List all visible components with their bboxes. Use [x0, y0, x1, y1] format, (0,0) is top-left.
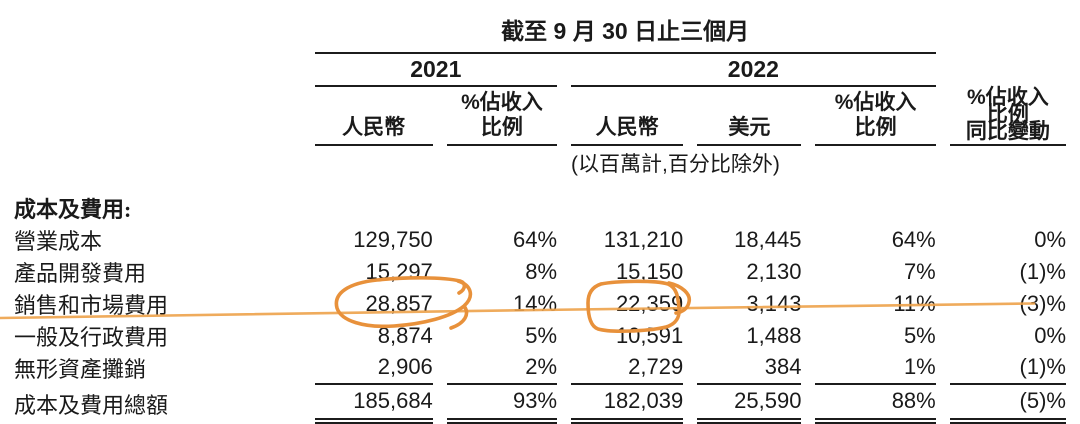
table-row-sales-marketing: 銷售和市場費用 28,857 14% 22,359 3,143 11% (3)%	[14, 288, 1066, 320]
row-label: 產品開發費用	[14, 260, 147, 286]
cell-pct-2021: 64%	[512, 226, 558, 252]
period-title: 截至 9 月 30 日止三個月	[314, 0, 936, 54]
cell-rmb-2021: 185,684	[314, 385, 433, 424]
row-label: 銷售和市場費用	[14, 292, 169, 318]
cell-rmb-2022: 15,150	[615, 258, 684, 284]
header-label: 比例	[480, 116, 523, 140]
cell-yoy: 0%	[1034, 226, 1066, 252]
header-rmb-2021: 人民幣	[314, 87, 433, 146]
cell-pct-2021: 2%	[446, 352, 558, 385]
cell-rmb-2022: 131,210	[603, 226, 684, 252]
cell-pct-2022: 7%	[903, 258, 936, 284]
period-title-row: 截至 9 月 30 日止三個月	[14, 0, 1066, 54]
cell-rmb-2022: 2,729	[571, 352, 684, 385]
cell-usd-2022: 3,143	[746, 290, 802, 316]
cell-rmb-2022: 182,039	[571, 385, 684, 424]
cell-pct-2022: 88%	[815, 385, 936, 424]
header-label: 人民幣	[595, 116, 659, 140]
cell-usd-2022: 25,590	[697, 385, 802, 424]
column-header-row: 人民幣 %佔收入 比例 人民幣 美元 %佔收入 比例 %佔收入 比例 同比變動	[14, 87, 1066, 146]
header-yoy-change: %佔收入 比例 同比變動	[949, 86, 1066, 146]
header-label: %佔收入	[461, 91, 543, 115]
header-pct-2022: %佔收入 比例	[815, 87, 936, 146]
cell-usd-2022: 1,488	[746, 322, 802, 348]
section-label: 成本及費用:	[14, 196, 132, 222]
cell-pct-2021: 5%	[525, 322, 558, 348]
cell-pct-2021: 8%	[525, 258, 558, 284]
cell-pct-2021: 14%	[512, 290, 558, 316]
cell-pct-2022: 5%	[903, 322, 936, 348]
table-row-product-dev: 產品開發費用 15,297 8% 15,150 2,130 7% (1)%	[14, 256, 1066, 288]
cell-rmb-2021: 129,750	[353, 226, 433, 252]
cell-pct-2021: 93%	[446, 385, 558, 424]
row-label: 成本及費用總額	[14, 393, 169, 419]
cell-yoy: (1)%	[949, 352, 1066, 385]
year-2022: 2022	[571, 54, 936, 87]
cell-usd-2022: 2,130	[746, 258, 802, 284]
cell-rmb-2021: 28,857	[365, 290, 433, 316]
cell-yoy: (5)%	[949, 385, 1066, 424]
cell-pct-2022: 11%	[893, 290, 936, 316]
header-label: 同比變動	[965, 120, 1050, 144]
row-label: 營業成本	[14, 228, 103, 254]
cell-rmb-2021: 15,297	[365, 258, 433, 284]
table-row-general-admin: 一般及行政費用 8,874 5% 10,591 1,488 5% 0%	[14, 320, 1066, 352]
cell-yoy: (1)%	[1019, 258, 1066, 284]
header-label: %佔收入	[967, 86, 1049, 109]
header-label: 比例	[854, 116, 897, 140]
header-usd-2022: 美元	[697, 87, 802, 146]
cell-pct-2022: 1%	[815, 352, 936, 385]
cell-usd-2022: 384	[697, 352, 802, 385]
unit-note-row: (以百萬計,百分比除外)	[14, 146, 1066, 180]
header-label: 人民幣	[342, 116, 406, 140]
header-rmb-2022: 人民幣	[571, 87, 684, 146]
row-label: 一般及行政費用	[14, 324, 169, 350]
header-label: 美元	[728, 116, 771, 140]
section-header-row: 成本及費用:	[14, 180, 1066, 224]
table-row-total: 成本及費用總額 185,684 93% 182,039 25,590 88% (…	[14, 385, 1066, 424]
unit-note: (以百萬計,百分比除外)	[571, 152, 780, 176]
year-2021: 2021	[314, 54, 558, 87]
cell-rmb-2022: 10,591	[615, 322, 684, 348]
table-row-amortization: 無形資產攤銷 2,906 2% 2,729 384 1% (1)%	[14, 352, 1066, 385]
cell-rmb-2022: 22,359	[615, 290, 684, 316]
year-group-row: 2021 2022	[14, 54, 1066, 87]
cell-yoy: 0%	[1034, 322, 1066, 348]
cell-usd-2022: 18,445	[734, 226, 802, 252]
header-label: %佔收入	[834, 91, 917, 115]
header-pct-2021: %佔收入 比例	[446, 87, 558, 146]
table-row-operating-cost: 營業成本 129,750 64% 131,210 18,445 64% 0%	[14, 224, 1066, 256]
header-label: 比例	[986, 103, 1029, 127]
cell-rmb-2021: 2,906	[314, 352, 433, 385]
row-label: 無形資產攤銷	[14, 357, 147, 383]
cell-yoy: (3)%	[1019, 290, 1066, 316]
cell-rmb-2021: 8,874	[377, 322, 433, 348]
cell-pct-2022: 64%	[891, 226, 936, 252]
